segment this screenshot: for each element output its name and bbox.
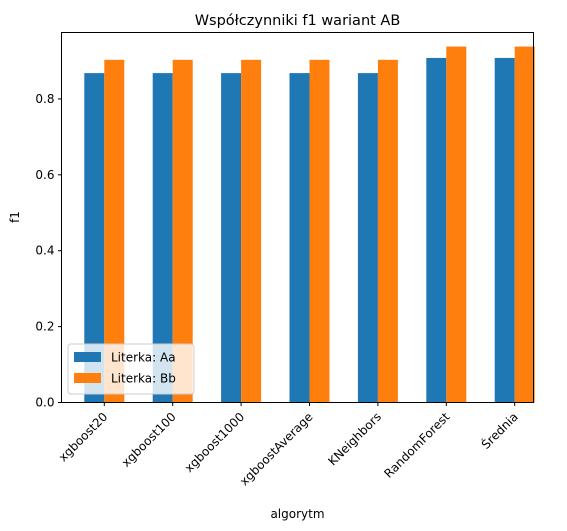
x-axis-label: algorytm xyxy=(270,507,324,521)
bar-series0-2 xyxy=(221,73,242,403)
bar-series0-4 xyxy=(357,73,378,403)
y-tick-label: 0.4 xyxy=(35,244,54,258)
bar-series0-5 xyxy=(426,57,447,403)
y-tick-label: 0.8 xyxy=(35,92,54,106)
bar-series1-1 xyxy=(172,59,193,403)
y-tick-label: 0.0 xyxy=(35,396,54,410)
legend-swatch-1 xyxy=(74,373,101,383)
legend-label-0: Literka: Aa xyxy=(111,351,176,365)
bar-series1-6 xyxy=(514,46,535,403)
y-tick-label: 0.6 xyxy=(35,168,54,182)
bar-series1-4 xyxy=(377,59,398,403)
bar-series0-0 xyxy=(84,73,105,403)
bar-series1-0 xyxy=(104,59,125,403)
bar-series1-5 xyxy=(446,46,467,403)
legend-swatch-0 xyxy=(74,352,101,362)
bar-series1-3 xyxy=(309,59,330,403)
legend-label-1: Literka: Bb xyxy=(111,372,176,386)
bar-series0-6 xyxy=(494,57,515,403)
bars-group xyxy=(84,46,535,403)
y-tick-label: 0.2 xyxy=(35,320,54,334)
bar-series1-2 xyxy=(241,59,262,403)
chart-title: Współczynniki f1 wariant AB xyxy=(195,13,401,29)
legend: Literka: Aa Literka: Bb xyxy=(67,343,195,395)
plot-frame xyxy=(61,32,534,403)
y-axis-label: f1 xyxy=(8,211,22,223)
y-axis: 0.0 0.2 0.4 0.6 0.8 xyxy=(35,92,62,410)
bar-series0-1 xyxy=(152,73,173,403)
bar-series0-3 xyxy=(289,73,310,403)
